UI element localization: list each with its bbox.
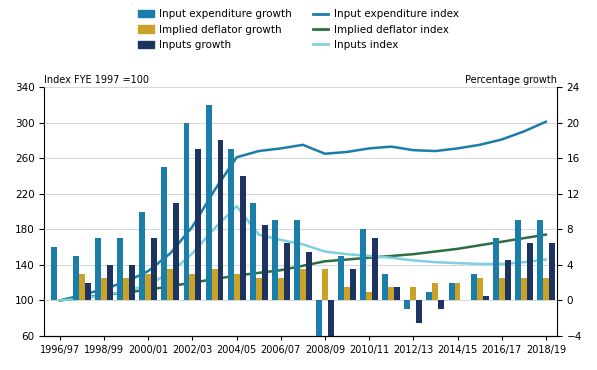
Bar	[328, 300, 334, 370]
Bar	[101, 278, 107, 300]
Text: Index FYE 1997 =100: Index FYE 1997 =100	[44, 75, 149, 85]
Bar	[151, 238, 157, 300]
Bar	[294, 221, 300, 300]
Bar	[139, 212, 145, 300]
Bar	[521, 278, 527, 300]
Bar	[360, 229, 366, 300]
Bar	[322, 269, 328, 300]
Bar	[278, 278, 284, 300]
Bar	[338, 256, 344, 300]
Bar	[95, 238, 101, 300]
Bar	[394, 287, 400, 300]
Text: Percentage growth: Percentage growth	[465, 75, 557, 85]
Bar	[211, 269, 217, 300]
Bar	[173, 203, 179, 300]
Bar	[537, 221, 543, 300]
Legend: Input expenditure growth, Implied deflator growth, Inputs growth, Input expendit: Input expenditure growth, Implied deflat…	[134, 5, 463, 54]
Bar	[183, 122, 189, 300]
Bar	[272, 221, 278, 300]
Bar	[493, 238, 498, 300]
Bar	[261, 225, 267, 300]
Bar	[205, 105, 211, 300]
Bar	[438, 300, 444, 309]
Bar	[476, 278, 482, 300]
Bar	[448, 283, 454, 300]
Bar	[167, 269, 173, 300]
Bar	[549, 243, 555, 300]
Bar	[85, 283, 91, 300]
Bar	[404, 300, 410, 309]
Bar	[366, 292, 372, 300]
Bar	[543, 278, 549, 300]
Bar	[426, 292, 432, 300]
Bar	[217, 140, 223, 300]
Bar	[129, 265, 135, 300]
Bar	[350, 269, 356, 300]
Bar	[227, 149, 233, 300]
Bar	[388, 287, 394, 300]
Bar	[107, 265, 113, 300]
Bar	[504, 260, 510, 300]
Bar	[73, 256, 79, 300]
Bar	[482, 296, 488, 300]
Bar	[145, 274, 151, 300]
Bar	[306, 252, 312, 300]
Bar	[284, 243, 290, 300]
Bar	[300, 269, 306, 300]
Bar	[123, 278, 129, 300]
Bar	[161, 167, 167, 300]
Bar	[239, 176, 245, 300]
Bar	[515, 221, 521, 300]
Bar	[454, 283, 460, 300]
Bar	[372, 238, 378, 300]
Bar	[382, 274, 388, 300]
Bar	[470, 274, 476, 300]
Bar	[256, 278, 261, 300]
Bar	[344, 287, 350, 300]
Bar	[117, 238, 123, 300]
Bar	[189, 274, 195, 300]
Bar	[51, 247, 57, 300]
Bar	[316, 300, 322, 354]
Bar	[195, 149, 201, 300]
Bar	[250, 203, 256, 300]
Bar	[416, 300, 422, 323]
Bar	[527, 243, 533, 300]
Bar	[410, 287, 416, 300]
Bar	[79, 274, 85, 300]
Bar	[498, 278, 504, 300]
Bar	[432, 283, 438, 300]
Bar	[233, 274, 239, 300]
